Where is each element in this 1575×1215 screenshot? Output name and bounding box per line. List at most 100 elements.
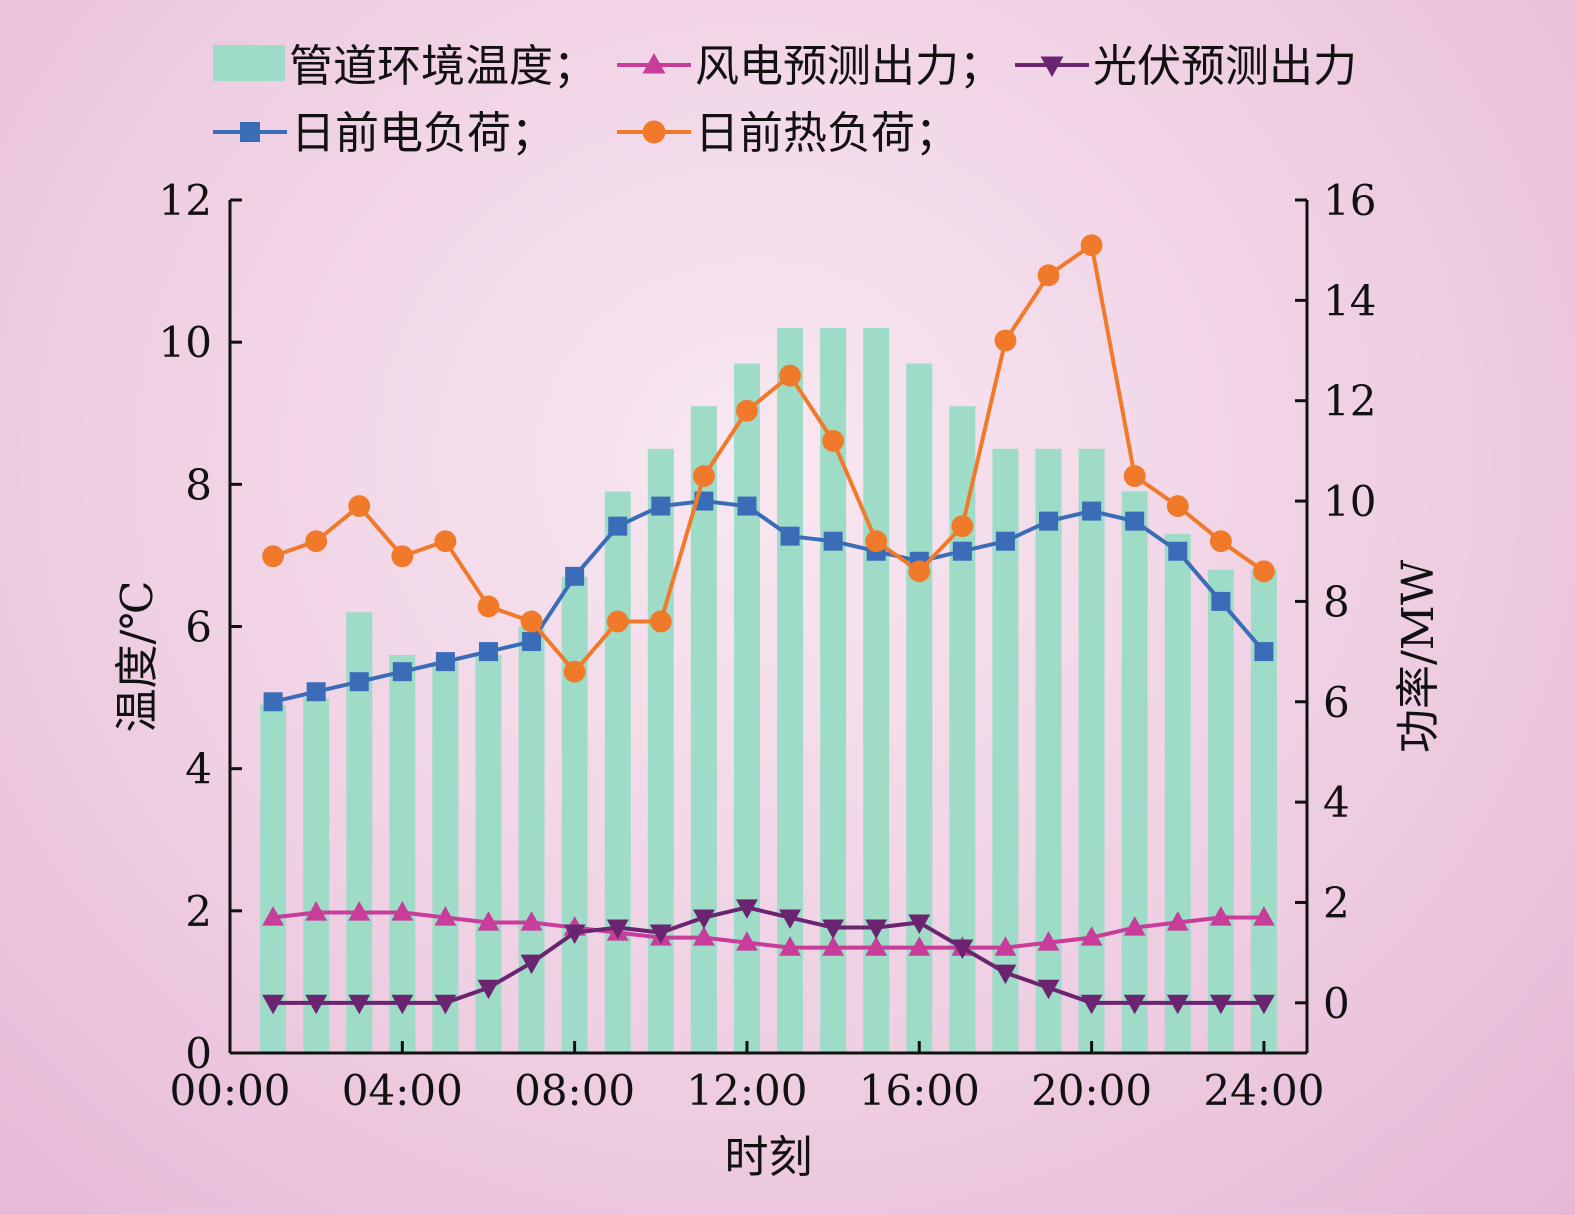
point-wind-h5 [434, 906, 457, 926]
point-elec-load-h6 [478, 642, 498, 662]
point-heat-load-h6 [477, 595, 500, 618]
legend-marker [642, 53, 666, 74]
line-wind [272, 910, 1264, 950]
point-elec-load-h23 [1211, 591, 1231, 611]
point-wind-h14 [822, 936, 845, 956]
point-heat-load-h16 [908, 560, 931, 583]
left-tick-label: 2 [185, 887, 212, 936]
point-wind-h13 [779, 936, 801, 956]
legend-marker [642, 120, 666, 144]
point-pv-h5 [434, 994, 457, 1015]
point-elec-load-h20 [1082, 501, 1102, 521]
point-wind-h1 [262, 906, 285, 926]
bar-temperature-h13 [777, 327, 804, 1053]
point-pv-h7 [520, 954, 543, 975]
point-wind-h23 [1209, 906, 1232, 926]
line-pv [273, 905, 1264, 1005]
point-pv-h9 [606, 919, 629, 939]
point-heat-load-h23 [1209, 530, 1232, 553]
point-heat-load-h3 [348, 495, 371, 518]
legend-label: 日前热负荷； [695, 108, 959, 159]
right-tick-label: 8 [1323, 577, 1350, 626]
legend-marker [1040, 56, 1064, 77]
x-tick-label: 16:00 [859, 1066, 980, 1115]
point-wind-h4 [391, 901, 414, 921]
x-axis-title: 时刻 [725, 1132, 813, 1183]
point-wind-h6 [477, 911, 500, 931]
bar-temperature-h21 [1121, 491, 1148, 1054]
left-tick-label: 6 [185, 603, 212, 652]
point-elec-load-h5 [435, 652, 455, 672]
point-heat-load-h15 [865, 530, 888, 553]
point-heat-load-h11 [692, 465, 715, 487]
point-pv-h19 [1037, 979, 1060, 1000]
point-wind-h15 [865, 936, 888, 956]
legend-item-pv: 光伏预测出力 [1015, 41, 1357, 92]
legend-label: 管道环境温度； [289, 41, 597, 92]
point-pv-h18 [994, 964, 1017, 985]
point-pv-h2 [305, 994, 328, 1015]
bar-temperature-h23 [1207, 569, 1234, 1053]
point-elec-load-h19 [1039, 511, 1059, 531]
bar-temperature-h10 [647, 448, 674, 1054]
x-tick-label: 20:00 [1031, 1066, 1152, 1115]
x-tick-label: 12:00 [686, 1066, 807, 1115]
point-heat-load-h10 [649, 610, 672, 633]
point-heat-load-h1 [262, 545, 285, 568]
x-tick-label: 00:00 [169, 1066, 290, 1115]
point-elec-load-h1 [263, 692, 283, 712]
point-elec-load-h8 [565, 566, 585, 586]
point-wind-h21 [1123, 916, 1146, 936]
bar-temperature-h8 [561, 576, 588, 1053]
right-tick-label: 2 [1323, 878, 1350, 927]
point-elec-load-h2 [306, 682, 326, 702]
right-tick-label: 16 [1323, 176, 1376, 225]
right-tick-label: 4 [1323, 778, 1350, 827]
point-elec-load-h9 [608, 516, 628, 536]
point-heat-load-h5 [434, 530, 457, 553]
legend-item-wind: 风电预测出力； [617, 41, 1003, 92]
point-elec-load-h14 [823, 531, 843, 551]
point-elec-load-h17 [952, 541, 972, 561]
point-wind-h22 [1166, 911, 1189, 931]
line-heat-load [272, 243, 1266, 674]
point-pv-h22 [1166, 994, 1189, 1015]
point-elec-load-h24 [1254, 642, 1274, 662]
left-y-axis-title: 温度/℃ [112, 580, 163, 732]
bar-temperature-h19 [1035, 448, 1062, 1054]
point-elec-load-h4 [392, 662, 412, 682]
point-pv-h8 [563, 924, 586, 944]
point-pv-h3 [348, 994, 371, 1015]
point-heat-load-h2 [305, 530, 328, 553]
point-elec-load-h10 [651, 496, 671, 516]
right-tick-label: 6 [1323, 678, 1350, 727]
right-tick-label: 14 [1323, 276, 1376, 325]
point-pv-h10 [649, 924, 672, 944]
line-elec-load [272, 499, 1266, 704]
left-tick-label: 4 [185, 745, 212, 794]
line-series-group [262, 234, 1275, 1015]
legend-item-heat-load: 日前热负荷； [617, 108, 959, 159]
legend-item-elec-load: 日前电负荷； [213, 108, 555, 159]
right-y-axis-title: 功率/MW [1393, 559, 1444, 753]
bar-temperature-h9 [604, 491, 631, 1054]
bar-temperature-h5 [432, 662, 459, 1053]
point-heat-load-h24 [1252, 560, 1275, 583]
point-pv-h16 [908, 914, 931, 934]
left-tick-label: 8 [185, 460, 212, 509]
point-wind-h11 [692, 926, 715, 946]
point-heat-load-h12 [736, 399, 758, 422]
point-pv-h4 [391, 994, 414, 1015]
legend-label: 风电预测出力； [695, 41, 1003, 92]
point-pv-h24 [1252, 994, 1275, 1015]
point-elec-load-h3 [349, 672, 369, 692]
legend-swatch [213, 45, 285, 81]
point-pv-h17 [951, 939, 974, 960]
left-tick-label: 12 [159, 176, 212, 225]
legend-item-temperature: 管道环境温度； [213, 41, 597, 92]
point-heat-load-h14 [822, 429, 845, 452]
bar-temperature-h2 [303, 697, 330, 1053]
bar-temperature-h20 [1078, 448, 1105, 1054]
